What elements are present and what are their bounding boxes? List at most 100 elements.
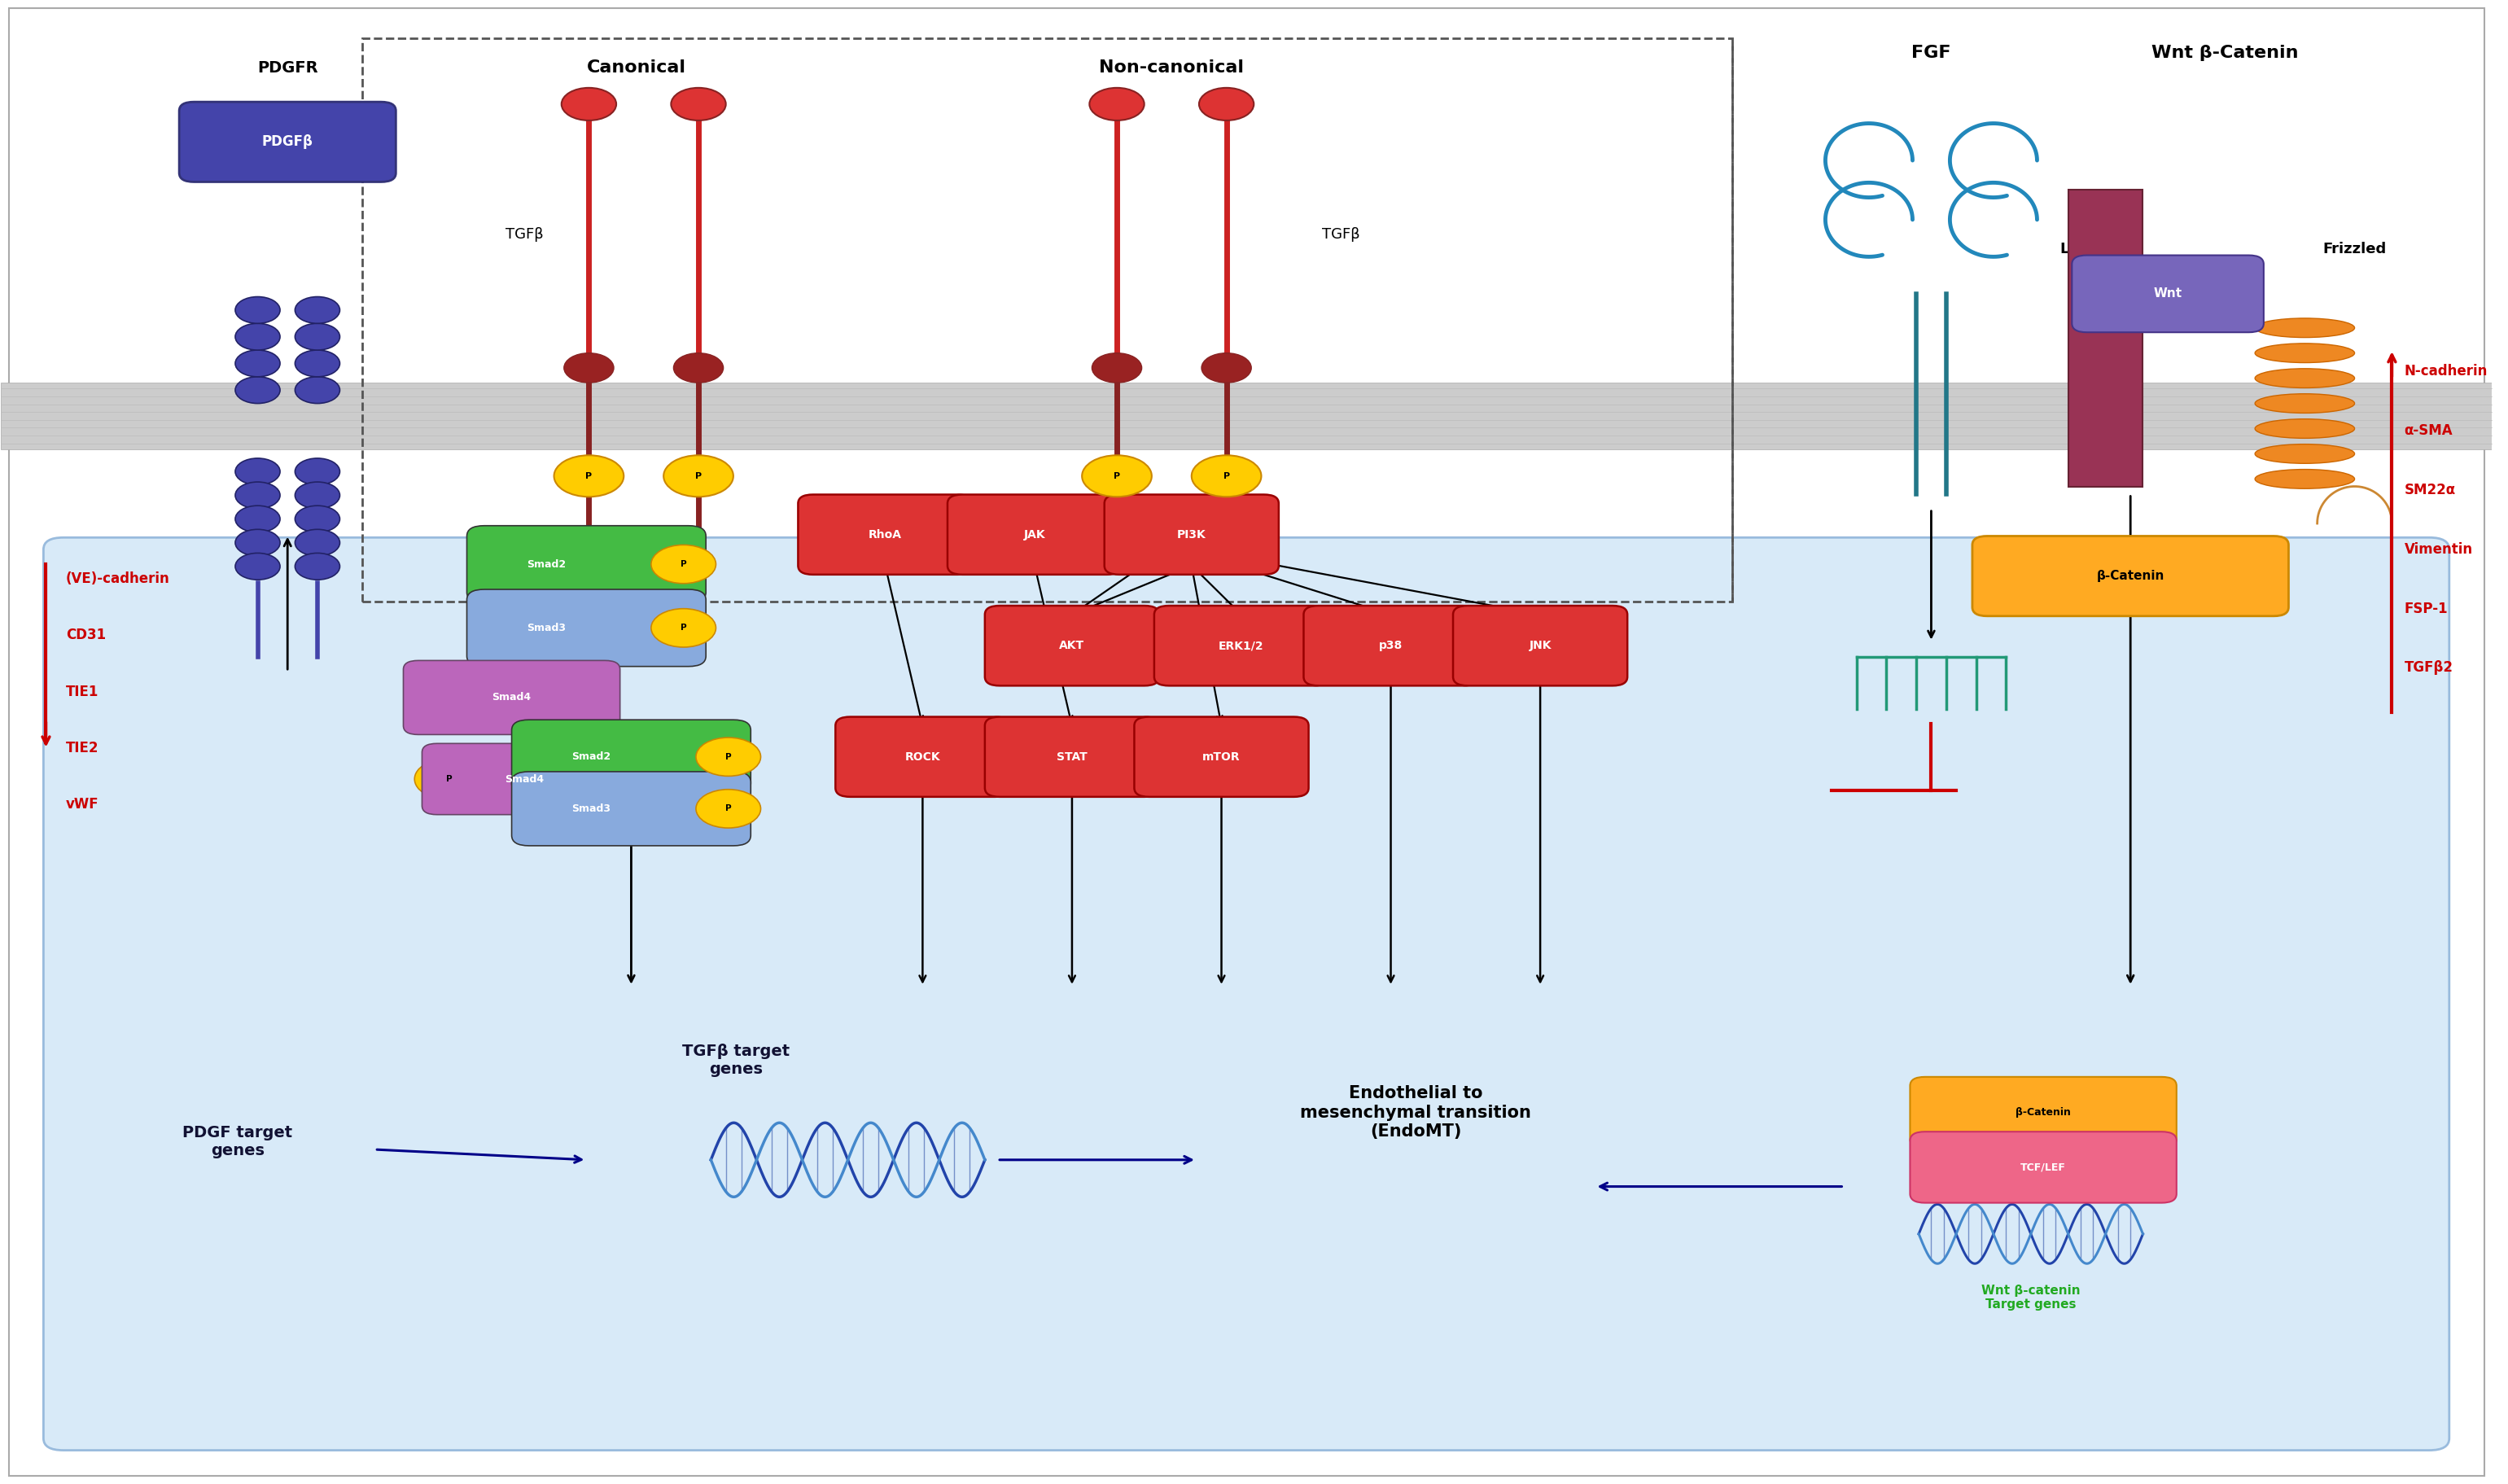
Circle shape <box>695 738 760 776</box>
Text: Smad2: Smad2 <box>527 559 567 570</box>
Ellipse shape <box>2255 444 2355 463</box>
Circle shape <box>554 456 624 497</box>
Text: Endothelial to
mesenchymal transition
(EndoMT): Endothelial to mesenchymal transition (E… <box>1299 1085 1532 1140</box>
Circle shape <box>652 545 715 583</box>
Text: FSP-1: FSP-1 <box>2405 601 2448 616</box>
Text: P: P <box>446 775 451 784</box>
FancyBboxPatch shape <box>1911 1077 2177 1149</box>
Text: Smad4: Smad4 <box>504 773 544 785</box>
Text: Non-canonical: Non-canonical <box>1099 59 1244 76</box>
Text: P: P <box>1114 472 1121 481</box>
Text: PDGFβ: PDGFβ <box>261 135 314 150</box>
Text: Canonical: Canonical <box>587 59 685 76</box>
FancyBboxPatch shape <box>512 772 750 846</box>
Text: vWF: vWF <box>65 797 98 812</box>
FancyBboxPatch shape <box>948 494 1121 574</box>
FancyBboxPatch shape <box>986 717 1159 797</box>
Text: PI3K: PI3K <box>1176 528 1206 540</box>
Circle shape <box>236 459 281 485</box>
Text: LRP: LRP <box>2059 242 2092 257</box>
Circle shape <box>414 758 484 800</box>
FancyBboxPatch shape <box>1971 536 2290 616</box>
Text: FGF: FGF <box>1911 45 1951 61</box>
Text: RhoA: RhoA <box>868 528 903 540</box>
Circle shape <box>296 297 339 324</box>
Ellipse shape <box>2255 469 2355 488</box>
Text: P: P <box>680 623 687 632</box>
Circle shape <box>562 88 617 120</box>
Circle shape <box>236 350 281 377</box>
Circle shape <box>296 377 339 404</box>
FancyBboxPatch shape <box>466 589 705 666</box>
Text: AKT: AKT <box>1058 640 1083 651</box>
Text: TIE2: TIE2 <box>65 741 98 755</box>
Text: TGFβ target
genes: TGFβ target genes <box>682 1043 790 1077</box>
Text: P: P <box>584 472 592 481</box>
Circle shape <box>1191 456 1262 497</box>
Text: Smad2: Smad2 <box>572 751 612 763</box>
Circle shape <box>236 554 281 580</box>
Circle shape <box>1201 353 1251 383</box>
Text: TCF/LEF: TCF/LEF <box>2021 1162 2067 1172</box>
Circle shape <box>1088 88 1144 120</box>
Circle shape <box>1081 456 1151 497</box>
Circle shape <box>296 324 339 350</box>
FancyBboxPatch shape <box>1452 605 1628 686</box>
Circle shape <box>236 482 281 509</box>
Circle shape <box>236 324 281 350</box>
FancyBboxPatch shape <box>1911 1132 2177 1204</box>
Circle shape <box>296 506 339 533</box>
FancyBboxPatch shape <box>1104 494 1279 574</box>
Bar <box>361 39 1733 601</box>
Text: Vimentin: Vimentin <box>2405 542 2473 556</box>
Text: CD31: CD31 <box>65 628 105 643</box>
FancyBboxPatch shape <box>404 660 619 735</box>
Circle shape <box>296 459 339 485</box>
Bar <box>2069 190 2142 487</box>
Circle shape <box>652 608 715 647</box>
FancyBboxPatch shape <box>835 717 1011 797</box>
Ellipse shape <box>2255 418 2355 438</box>
Text: TGFβ: TGFβ <box>504 227 544 242</box>
Text: N-cadherin: N-cadherin <box>2405 364 2488 378</box>
Text: P: P <box>725 752 732 761</box>
FancyBboxPatch shape <box>1154 605 1329 686</box>
Circle shape <box>296 350 339 377</box>
Circle shape <box>296 530 339 556</box>
Circle shape <box>296 482 339 509</box>
Text: JAK: JAK <box>1023 528 1046 540</box>
Text: SM22α: SM22α <box>2405 482 2455 497</box>
Text: let 7: let 7 <box>2001 561 2034 576</box>
Circle shape <box>1091 353 1141 383</box>
Text: P: P <box>1224 472 1229 481</box>
Circle shape <box>236 506 281 533</box>
Text: β-Catenin: β-Catenin <box>2097 570 2164 582</box>
Text: TIE1: TIE1 <box>65 684 98 699</box>
Text: Wnt: Wnt <box>2154 288 2182 300</box>
FancyBboxPatch shape <box>798 494 973 574</box>
FancyBboxPatch shape <box>43 537 2450 1450</box>
FancyBboxPatch shape <box>986 605 1159 686</box>
Text: α-SMA: α-SMA <box>2405 423 2453 438</box>
Text: Smad3: Smad3 <box>572 803 612 813</box>
Circle shape <box>236 530 281 556</box>
Text: (VE)-cadherin: (VE)-cadherin <box>65 571 171 586</box>
Text: PDGFR: PDGFR <box>258 59 319 76</box>
Ellipse shape <box>2255 318 2355 337</box>
Text: TGFβ: TGFβ <box>1322 227 1359 242</box>
Text: PDGF target
genes: PDGF target genes <box>183 1125 293 1159</box>
Text: β-Catenin: β-Catenin <box>2016 1107 2072 1117</box>
Text: Wnt β-catenin
Target genes: Wnt β-catenin Target genes <box>1981 1285 2079 1310</box>
Text: STAT: STAT <box>1056 751 1088 763</box>
Text: P: P <box>725 804 732 813</box>
FancyBboxPatch shape <box>466 525 705 603</box>
Text: Wnt β-Catenin: Wnt β-Catenin <box>2152 45 2297 61</box>
Ellipse shape <box>2255 393 2355 413</box>
Text: Smad4: Smad4 <box>492 692 532 703</box>
Text: ERK1/2: ERK1/2 <box>1219 640 1264 651</box>
FancyBboxPatch shape <box>2072 255 2265 332</box>
Circle shape <box>665 456 732 497</box>
Text: p38: p38 <box>1379 640 1402 651</box>
Text: Frizzled: Frizzled <box>2322 242 2388 257</box>
FancyBboxPatch shape <box>421 743 627 815</box>
